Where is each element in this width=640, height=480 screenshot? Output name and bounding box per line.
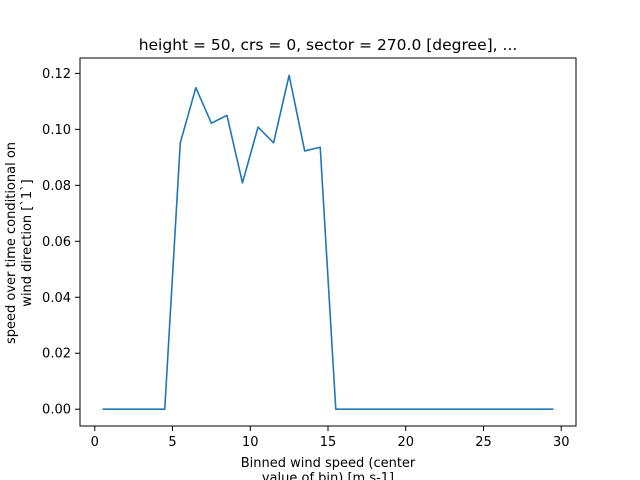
y-tick-label: 0.02 (42, 347, 71, 362)
x-axis-ticks: 0 5 10 15 20 25 30 (91, 426, 570, 450)
x-tick-label: 10 (242, 435, 259, 450)
y-tick-label: 0.10 (42, 123, 71, 138)
x-tick-label: 0 (91, 435, 99, 450)
y-tick-label: 0.06 (42, 235, 71, 250)
x-tick-label: 30 (553, 435, 570, 450)
x-tick-label: 15 (320, 435, 337, 450)
y-axis-label-line-1: speed over time conditional on (4, 142, 19, 344)
y-tick-label: 0.08 (42, 179, 71, 194)
chart-title: height = 50, crs = 0, sector = 270.0 [de… (139, 36, 518, 54)
y-tick-label: 0.12 (42, 67, 71, 82)
x-tick-label: 5 (168, 435, 176, 450)
plot-frame (79, 57, 577, 427)
x-tick-label: 20 (397, 435, 414, 450)
y-axis-label-line-2: wind direction [`1`] (20, 179, 35, 306)
x-axis-label-line-1: Binned wind speed (center (241, 456, 416, 471)
series-line (102, 74, 554, 411)
x-axis-label-line-2: value of bin) [m s-1] (262, 471, 394, 480)
y-axis-ticks: 0.00 0.02 0.04 0.06 0.08 0.10 0.12 (42, 67, 80, 418)
y-tick-label: 0.04 (42, 291, 71, 306)
plot-area (102, 74, 554, 411)
x-tick-label: 25 (475, 435, 492, 450)
y-tick-label: 0.00 (42, 403, 71, 418)
